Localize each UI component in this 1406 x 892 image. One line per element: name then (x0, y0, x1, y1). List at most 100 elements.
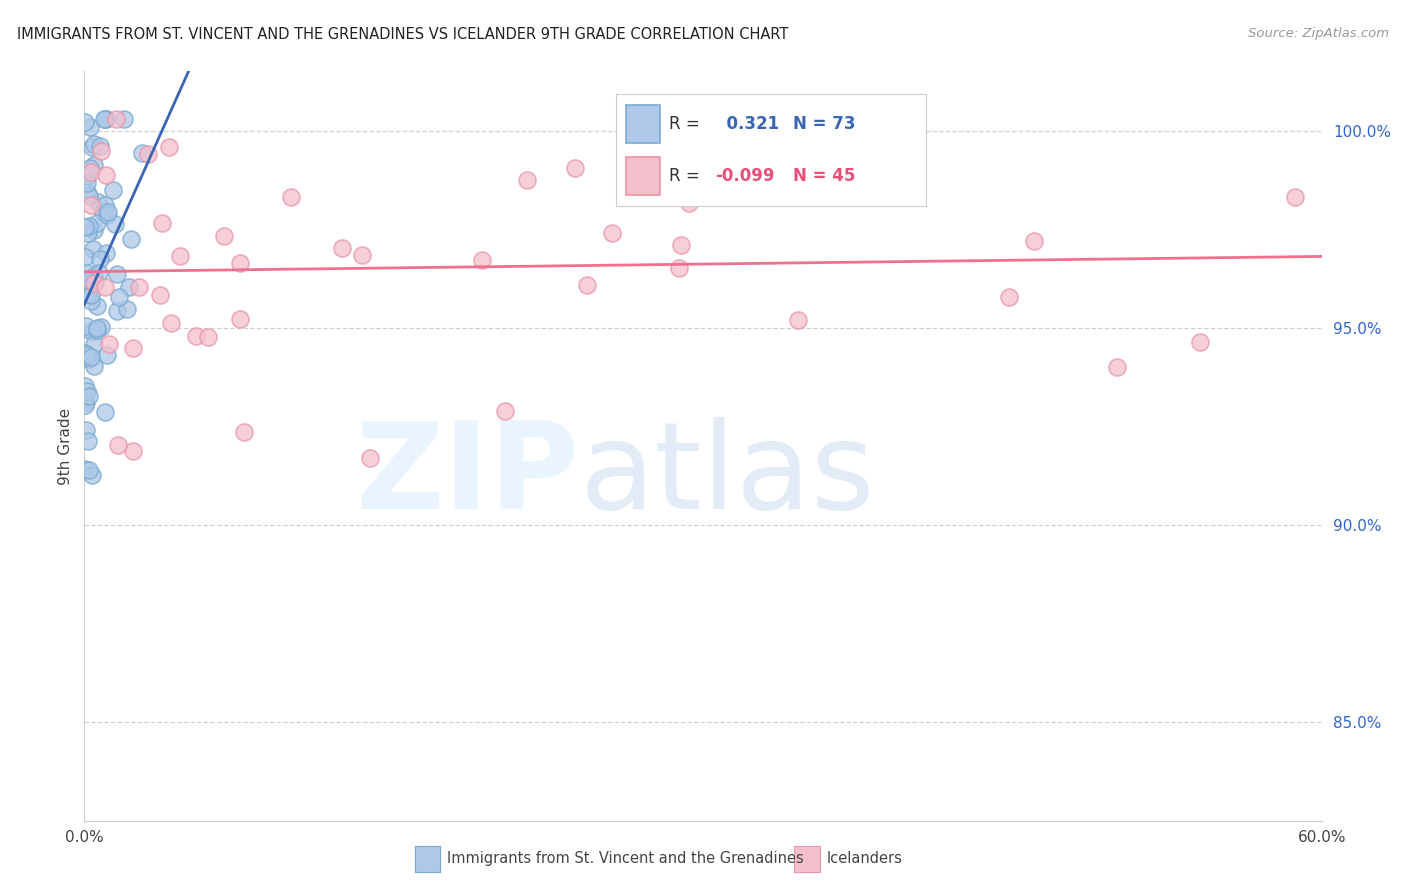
Point (94, 405, 117, 419)
Point (77, 219, 100, 233)
Point (75, 379, 97, 393)
Point (83, 337, 105, 351)
Point (136, 147, 159, 161)
Point (83, 223, 105, 237)
Point (91, 204, 114, 219)
Point (89, 266, 111, 280)
Point (90, 320, 112, 334)
Point (101, 183, 124, 197)
Point (83, 359, 105, 374)
Point (76, 273, 98, 287)
Point (128, 280, 150, 294)
Point (76, 186, 98, 200)
Point (97, 205, 120, 219)
Point (359, 451, 381, 466)
Point (73, 250, 96, 264)
Point (77, 188, 100, 202)
Point (197, 330, 219, 344)
Point (83, 158, 105, 172)
Point (77, 227, 100, 241)
Point (787, 312, 810, 326)
Point (576, 278, 599, 293)
Point (76, 348, 98, 362)
Point (83, 137, 105, 152)
Point (83, 275, 105, 289)
Point (131, 146, 153, 161)
Point (900, 112, 922, 126)
Point (600, 226, 623, 240)
Point (471, 253, 494, 268)
Point (157, 139, 180, 153)
Point (80, 351, 103, 365)
Point (149, 288, 172, 302)
Point (350, 248, 373, 262)
Point (82, 468, 104, 483)
Point (82, 324, 104, 338)
Point (80, 288, 103, 302)
Point (96, 348, 118, 362)
Point (1189, 334, 1212, 349)
Point (654, 157, 676, 171)
Point (94, 280, 117, 294)
Point (1107, 360, 1129, 375)
Point (79, 120, 101, 134)
Text: Immigrants from St. Vincent and the Grenadines: Immigrants from St. Vincent and the Gren… (447, 852, 804, 866)
Point (212, 228, 235, 243)
Point (77, 463, 100, 477)
Point (79, 198, 101, 212)
Point (73, 346, 96, 360)
Point (120, 232, 142, 246)
Point (89, 139, 111, 153)
Text: Icelanders: Icelanders (827, 852, 903, 866)
Point (104, 217, 127, 231)
Point (169, 249, 191, 263)
Point (89, 252, 111, 266)
Point (107, 437, 129, 451)
Point (94, 112, 117, 126)
Point (87, 194, 110, 209)
Point (76, 384, 98, 398)
Point (77, 352, 100, 367)
Point (75, 318, 97, 333)
Point (75, 394, 97, 409)
Point (280, 190, 302, 204)
Point (150, 216, 173, 230)
Point (671, 238, 693, 252)
Point (94, 246, 117, 260)
Point (229, 256, 252, 270)
Point (115, 302, 138, 317)
Point (121, 444, 143, 458)
Point (86, 300, 108, 314)
Point (678, 195, 700, 210)
Point (93, 112, 115, 126)
Text: IMMIGRANTS FROM ST. VINCENT AND THE GRENADINES VS ICELANDER 9TH GRADE CORRELATIO: IMMIGRANTS FROM ST. VINCENT AND THE GREN… (17, 27, 789, 42)
Point (94, 198, 117, 212)
Point (76, 177, 98, 191)
Point (86, 323, 108, 337)
Point (105, 303, 128, 318)
Point (97, 337, 120, 351)
Point (75, 423, 97, 437)
Point (79, 161, 101, 175)
Point (80, 294, 103, 309)
Point (75, 286, 97, 301)
Point (112, 112, 135, 126)
Point (75, 399, 97, 413)
Point (77, 389, 100, 403)
Y-axis label: 9th Grade: 9th Grade (58, 408, 73, 484)
Point (86, 216, 108, 230)
Point (105, 267, 128, 281)
Point (118, 279, 141, 293)
Point (86, 321, 108, 335)
Point (330, 242, 353, 256)
Point (73, 462, 96, 476)
Point (79, 165, 101, 179)
Point (160, 316, 183, 330)
Point (82, 243, 104, 257)
Point (73, 219, 96, 234)
Text: atlas: atlas (579, 417, 875, 534)
Point (83, 276, 105, 290)
Point (96, 208, 118, 222)
Point (94, 112, 117, 126)
Point (122, 342, 145, 356)
